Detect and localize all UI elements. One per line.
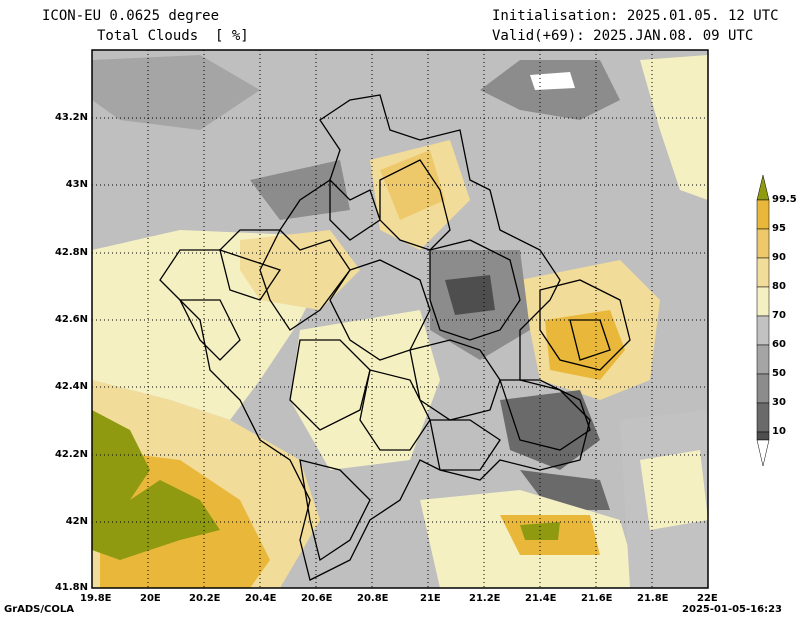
lon-tick-20.4: 20.4E <box>245 593 277 604</box>
legend-label-50: 50 <box>772 368 786 379</box>
lon-tick-20: 20E <box>140 593 161 604</box>
lon-tick-21.8: 21.8E <box>637 593 669 604</box>
lat-tick-42.8: 42.8N <box>54 247 88 258</box>
legend-label-99.5: 99.5 <box>772 194 797 205</box>
legend-label-10: 10 <box>772 426 786 437</box>
lat-tick-42.6: 42.6N <box>54 314 88 325</box>
lon-tick-20.8: 20.8E <box>357 593 389 604</box>
legend-label-90: 90 <box>772 252 786 263</box>
lon-tick-21.6: 21.6E <box>581 593 613 604</box>
legend-label-80: 80 <box>772 281 786 292</box>
lat-tick-43: 43N <box>65 179 88 190</box>
legend-label-30: 30 <box>772 397 786 408</box>
color-legend <box>756 174 770 467</box>
lon-tick-20.2: 20.2E <box>189 593 221 604</box>
legend-label-60: 60 <box>772 339 786 350</box>
lat-tick-42: 42N <box>65 516 88 527</box>
lat-tick-41.8: 41.8N <box>54 582 88 593</box>
lon-tick-21.2: 21.2E <box>469 593 501 604</box>
model-title: ICON-EU 0.0625 degree <box>42 8 220 24</box>
init-time: Initialisation: 2025.01.05. 12 UTC <box>492 8 779 24</box>
lon-tick-20.6: 20.6E <box>301 593 333 604</box>
lat-tick-42.2: 42.2N <box>54 449 88 460</box>
borders <box>159 94 631 581</box>
lat-tick-42.4: 42.4N <box>54 381 88 392</box>
lat-tick-43.2: 43.2N <box>54 112 88 123</box>
footer-credit: GrADS/COLA <box>4 604 74 615</box>
variable-title: Total Clouds [ %] <box>97 28 249 44</box>
lon-tick-21.4: 21.4E <box>525 593 557 604</box>
lon-tick-22: 22E <box>697 593 718 604</box>
map-frame <box>91 49 709 589</box>
footer-timestamp: 2025-01-05-16:23 <box>682 604 782 615</box>
lon-tick-19.8: 19.8E <box>80 593 112 604</box>
legend-label-70: 70 <box>772 310 786 321</box>
cloud-field <box>92 50 708 588</box>
legend-label-95: 95 <box>772 223 786 234</box>
valid-time: Valid(+69): 2025.JAN.08. 09 UTC <box>492 28 754 44</box>
lon-tick-21: 21E <box>420 593 441 604</box>
graticule <box>92 50 708 588</box>
